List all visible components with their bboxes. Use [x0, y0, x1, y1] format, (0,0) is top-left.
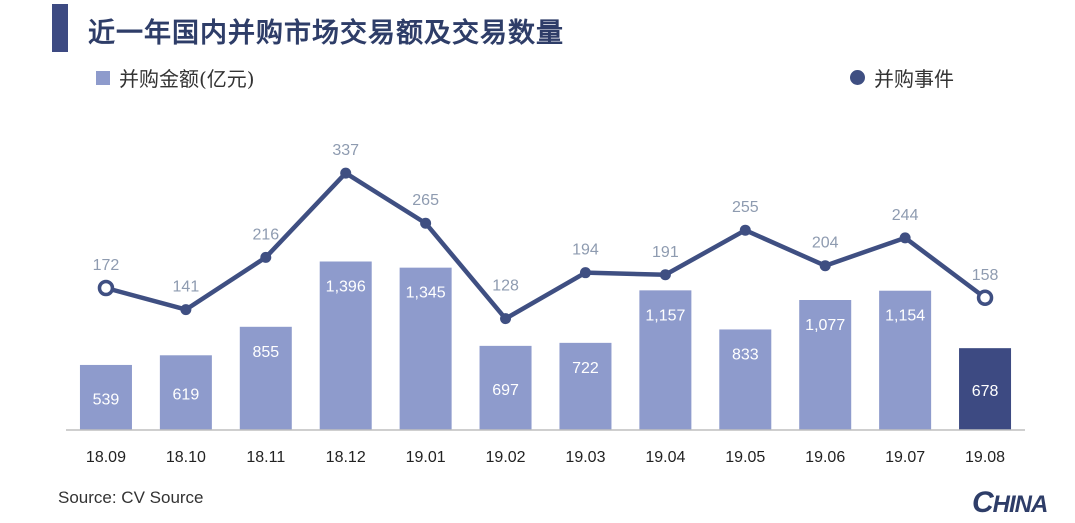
x-tick-label: 19.01	[406, 449, 446, 466]
line-point	[97, 279, 115, 297]
x-tick-label: 19.04	[645, 449, 685, 466]
bar	[319, 261, 372, 430]
x-tick-label: 18.11	[246, 449, 285, 466]
bar-value-label: 619	[173, 387, 200, 404]
bar	[399, 267, 452, 430]
line-value-label: 191	[652, 244, 679, 261]
x-tick-label: 18.09	[86, 449, 126, 466]
line-value-label: 244	[892, 207, 919, 224]
line-point	[420, 217, 432, 229]
x-tick-label: 19.06	[805, 449, 845, 466]
bar	[719, 329, 772, 430]
bar	[79, 364, 132, 430]
line-point	[659, 269, 671, 281]
legend-line-label: 并购事件	[874, 67, 954, 91]
series-line	[105, 170, 987, 321]
bar-value-label: 833	[732, 346, 759, 363]
bar	[799, 300, 852, 430]
bar-value-label: 1,154	[885, 308, 925, 325]
line-value-label: 172	[93, 257, 120, 274]
line-point	[579, 267, 591, 279]
bar-value-label: 855	[252, 344, 279, 361]
x-tick-label: 19.08	[965, 449, 1005, 466]
line-value-label: 337	[332, 142, 359, 159]
line-value-label: 216	[252, 226, 279, 243]
line-value-label: 194	[572, 242, 599, 259]
x-tick-label: 19.03	[565, 449, 605, 466]
bar-value-label: 697	[492, 382, 519, 399]
bar	[159, 355, 212, 430]
bar-value-label: 722	[572, 360, 599, 377]
line-value-label: 204	[812, 235, 839, 252]
bar-value-label: 1,396	[326, 279, 366, 296]
legend-bar-label: 并购金额(亿元)	[119, 67, 255, 91]
legend-item-line: 并购事件	[850, 63, 954, 92]
line-value-label: 265	[412, 192, 439, 209]
line-point	[500, 313, 512, 325]
line-point	[180, 304, 192, 316]
chart-title: 近一年国内并购市场交易额及交易数量	[88, 18, 564, 49]
line-point	[340, 167, 352, 179]
bar-value-label: 1,077	[805, 317, 845, 334]
line-value-label: 158	[972, 267, 999, 284]
bar	[479, 345, 532, 430]
line-point	[739, 224, 751, 236]
line-value-label: 128	[492, 278, 519, 295]
line-point	[819, 260, 831, 272]
bar-value-label: 1,157	[645, 307, 685, 324]
source-note: Source: CV Source	[58, 488, 204, 507]
legend-item-bar: 并购金额(亿元)	[96, 63, 255, 92]
bar	[879, 290, 932, 430]
title-accent-bar	[52, 4, 68, 52]
x-tick-label: 18.10	[166, 449, 206, 466]
bar-value-label: 539	[93, 391, 120, 408]
legend-bar-swatch	[96, 70, 110, 85]
bar-value-label: 678	[972, 383, 999, 400]
bar	[639, 290, 692, 430]
logo-text: HINA	[992, 491, 1049, 518]
x-tick-label: 19.05	[725, 449, 765, 466]
line-point	[976, 289, 994, 307]
x-tick-label: 18.12	[326, 449, 366, 466]
legend-line-swatch	[850, 70, 865, 85]
line-value-label: 255	[732, 199, 759, 216]
x-tick-label: 19.07	[885, 449, 925, 466]
brand-logo: CHINA	[972, 486, 1049, 519]
bar	[959, 348, 1012, 430]
line-point	[260, 251, 272, 263]
bar-value-label: 1,345	[406, 285, 446, 302]
line-value-label: 141	[173, 279, 200, 296]
bar	[559, 342, 612, 430]
bar	[239, 326, 292, 430]
line-point	[899, 232, 911, 244]
x-tick-label: 19.02	[486, 449, 526, 466]
